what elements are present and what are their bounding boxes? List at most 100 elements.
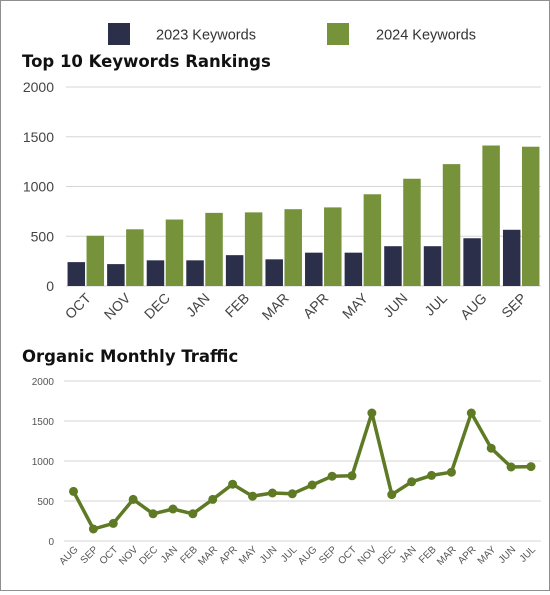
line-chart: 0500100015002000AUGSEPOCTNOVDECJANFEBMAR…: [32, 377, 541, 568]
bar-x-tick-label: FEB: [222, 290, 253, 321]
line-x-tick-label: OCT: [336, 544, 359, 567]
bar-y-tick-label: 500: [31, 228, 55, 244]
line-x-tick-label: FEB: [178, 544, 200, 566]
bar-x-tick-label: OCT: [62, 289, 95, 322]
bar-2023-oct: [67, 262, 86, 286]
traffic-point-18: [407, 477, 417, 487]
traffic-point-11: [267, 488, 277, 498]
bar-chart: 0 500 1000 1500 2000 OCT NOV DEC JAN FEB MAR APR MAY…: [23, 79, 541, 323]
line-x-tick-label: FEB: [417, 544, 439, 566]
line-x-tick-label: JAN: [398, 544, 419, 565]
line-y-tick-label: 1500: [32, 417, 55, 428]
traffic-point-16: [367, 408, 377, 418]
line-x-tick-label: SEP: [79, 544, 101, 566]
traffic-point-14: [327, 471, 337, 481]
line-x-tick-label: JAN: [159, 544, 180, 565]
bar-x-tick-label: SEP: [498, 290, 529, 321]
bar-2024-aug: [482, 145, 500, 286]
line-chart-title: Organic Monthly Traffic: [22, 347, 238, 366]
traffic-point-9: [228, 479, 238, 489]
bar-x-tick-label: JAN: [183, 290, 213, 320]
bar-y-tick-label: 1000: [23, 179, 54, 195]
traffic-point-3: [108, 518, 118, 528]
bar-2024-dec: [165, 219, 184, 286]
bar-2023-jul: [423, 246, 442, 286]
line-x-tick-label: AUG: [296, 544, 319, 567]
bar-2023-feb: [225, 255, 244, 286]
line-x-tick-label: APR: [456, 544, 478, 566]
legend-swatch-2023: [108, 23, 130, 45]
bar-y-tick-label: 2000: [23, 79, 54, 95]
traffic-point-21: [466, 408, 476, 418]
line-x-tick-label: JUN: [497, 544, 519, 566]
bar-2023-apr: [305, 252, 323, 286]
bar-2023-sep: [502, 229, 521, 286]
bar-x-tick-label: JUL: [421, 290, 450, 319]
line-x-tick-label: SEP: [317, 544, 339, 566]
traffic-point-13: [307, 480, 317, 490]
traffic-point-17: [387, 490, 397, 500]
traffic-point-19: [427, 470, 437, 480]
traffic-point-12: [287, 489, 297, 499]
bar-chart-title: Top 10 Keywords Rankings: [22, 52, 271, 71]
bar-x-tick-label: MAR: [259, 290, 292, 323]
bar-x-tick-label: APR: [300, 290, 332, 322]
traffic-line: [71, 411, 532, 531]
traffic-point-7: [188, 509, 198, 519]
bar-y-tick-label: 0: [46, 278, 54, 294]
bar-2023-may: [344, 252, 363, 286]
line-x-tick-label: NOV: [356, 544, 379, 567]
legend: 2023 Keywords 2024 Keywords: [108, 23, 476, 45]
bar-2023-dec: [146, 260, 165, 286]
bar-x-tick-label: DEC: [141, 290, 173, 322]
bar-2023-nov: [107, 264, 125, 286]
line-x-tick-label: MAR: [196, 544, 220, 568]
traffic-point-6: [168, 504, 178, 514]
traffic-point-23: [506, 462, 516, 472]
line-x-tick-label: DEC: [376, 544, 399, 567]
bar-x-tick-label: AUG: [457, 290, 490, 323]
line-x-tick-label: NOV: [117, 544, 140, 567]
bar-2024-jun: [403, 178, 421, 286]
bar-2024-apr: [324, 207, 342, 286]
bar-2024-oct: [86, 235, 105, 286]
line-x-tick-label: JUN: [258, 544, 280, 566]
line-x-tick-label: APR: [217, 544, 239, 566]
bar-2024-nov: [126, 229, 144, 286]
traffic-point-4: [128, 494, 138, 504]
line-x-tick-label: MAY: [237, 544, 260, 567]
traffic-point-15: [347, 471, 357, 481]
line-x-tick-label: MAY: [476, 544, 499, 567]
traffic-point-10: [248, 491, 258, 501]
traffic-point-5: [148, 509, 158, 519]
bar-2023-aug: [463, 238, 481, 286]
bar-2024-mar: [284, 209, 302, 286]
bar-x-tick-label: JUN: [380, 290, 411, 321]
line-y-tick-label: 2000: [32, 377, 55, 388]
bar-x-tick-label: MAY: [339, 289, 371, 321]
bar-2024-jan: [205, 212, 223, 286]
line-y-tick-label: 1000: [32, 457, 55, 468]
line-y-tick-label: 500: [37, 497, 54, 508]
traffic-point-24: [526, 462, 536, 472]
traffic-point-2: [88, 524, 98, 534]
bar-2023-mar: [265, 259, 283, 286]
traffic-point-22: [486, 443, 496, 453]
line-x-tick-label: JUL: [518, 544, 539, 565]
bar-2024-may: [363, 194, 382, 286]
line-x-tick-label: MAR: [435, 544, 459, 568]
bar-x-tick-label: NOV: [101, 289, 134, 322]
bar-2023-jun: [384, 246, 402, 286]
line-x-tick-label: DEC: [137, 544, 160, 567]
traffic-point-8: [208, 494, 218, 504]
line-x-tick-label: AUG: [58, 544, 81, 567]
legend-label-2024: 2024 Keywords: [376, 28, 476, 44]
bar-2024-jul: [442, 164, 461, 286]
legend-swatch-2024: [327, 23, 349, 45]
bar-y-tick-label: 1500: [23, 129, 54, 145]
line-x-tick-label: OCT: [98, 544, 121, 567]
legend-label-2023: 2023 Keywords: [156, 28, 256, 44]
bar-2024-feb: [244, 212, 263, 286]
